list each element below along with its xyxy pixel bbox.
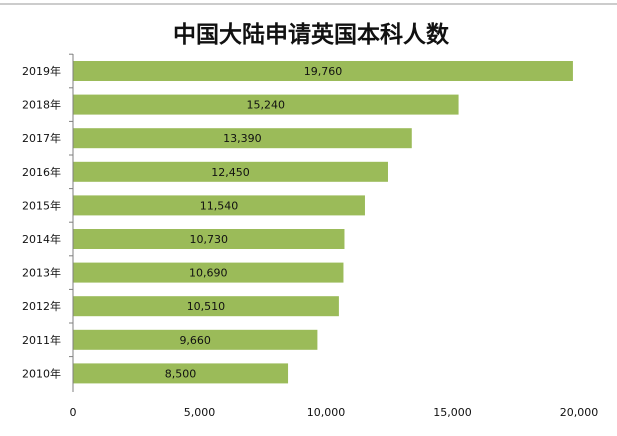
y-category-label: 2017年	[22, 131, 61, 145]
x-tick-label: 0	[70, 406, 77, 419]
x-tick-label: 10,000	[307, 406, 346, 419]
bars-layer	[73, 61, 573, 384]
bar	[73, 161, 388, 182]
x-tick-label: 20,000	[560, 406, 599, 419]
y-axis-tick-labels: 2019年 2018年 2017年 2016年 2015年 2014年 2013年 2012年…	[22, 53, 73, 380]
bar-value-label: 11,540	[200, 199, 239, 212]
bar	[73, 229, 345, 249]
bar	[73, 363, 289, 384]
y-category-label: 2010年	[22, 366, 61, 380]
bar-value-label: 13,390	[223, 132, 262, 145]
bar	[73, 296, 339, 317]
bar-value-label: 12,450	[211, 166, 250, 179]
bar-value-label: 10,510	[187, 300, 226, 313]
chart-title: 中国大陆申请英国本科人数	[173, 21, 450, 48]
x-tick-label: 15,000	[433, 406, 472, 419]
bar-value-label: 10,730	[189, 233, 228, 246]
bar	[73, 195, 365, 216]
x-tick-label: 5,000	[184, 406, 216, 419]
y-category-label: 2019年	[22, 64, 61, 78]
y-category-label: 2015年	[22, 198, 61, 212]
bar	[73, 94, 459, 115]
bar	[73, 262, 344, 283]
bar	[73, 329, 318, 350]
bar	[73, 61, 573, 81]
bar-value-label: 8,500	[165, 367, 197, 380]
bar	[73, 128, 412, 149]
y-category-label: 2013年	[22, 266, 61, 280]
data-labels-layer: 19,760 15,240 13,390 12,450 11,540 10,730 10,6…	[165, 65, 342, 380]
y-category-label: 2014年	[22, 232, 61, 246]
bar-value-label: 19,760	[304, 65, 343, 78]
y-category-label: 2011年	[22, 333, 61, 347]
y-category-label: 2012年	[22, 299, 61, 313]
y-category-label: 2016年	[22, 165, 61, 179]
x-axis-tick-labels: 0 5,000 10,000 15,000 20,000	[70, 406, 599, 419]
bar-value-label: 15,240	[247, 99, 286, 112]
bar-value-label: 9,660	[179, 334, 211, 347]
bar-value-label: 10,690	[189, 267, 228, 280]
y-category-label: 2018年	[22, 98, 61, 112]
